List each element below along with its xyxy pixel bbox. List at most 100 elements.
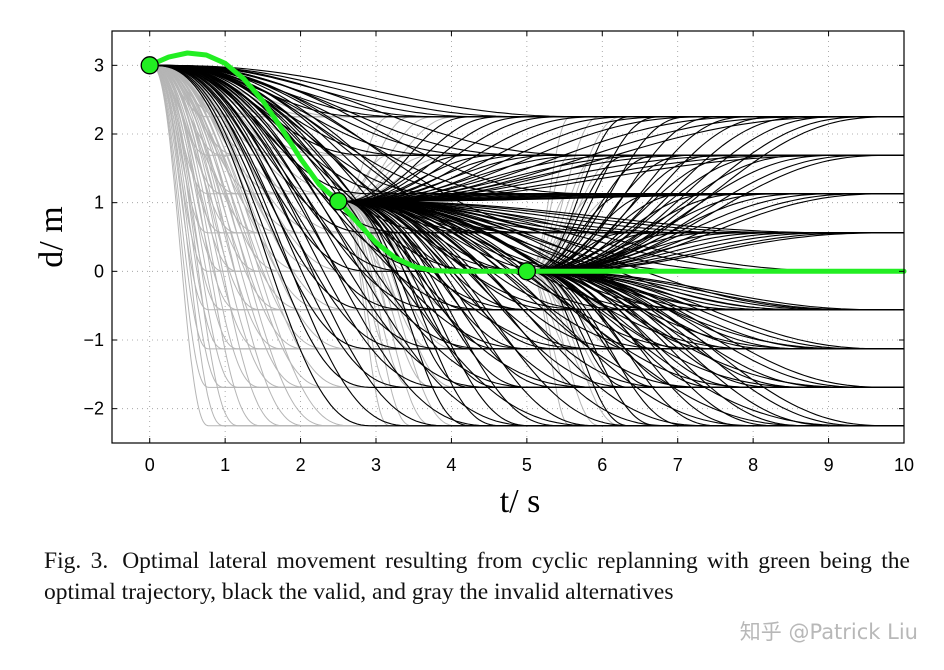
valid-trajectory-line bbox=[526, 270, 904, 427]
valid-trajectory-line bbox=[338, 116, 904, 202]
valid-trajectory-line bbox=[526, 270, 904, 388]
invalid-trajectory-line bbox=[149, 64, 904, 350]
valid-trajectory-line bbox=[338, 200, 904, 388]
invalid-trajectory-line bbox=[149, 64, 904, 350]
x-tick-label: 3 bbox=[371, 455, 381, 475]
valid-trajectory-line bbox=[338, 200, 904, 388]
valid-trajectory-line bbox=[526, 116, 904, 272]
valid-trajectory-line bbox=[526, 116, 904, 272]
invalid-trajectory-line bbox=[338, 200, 904, 427]
x-tick-label: 4 bbox=[446, 455, 456, 475]
valid-trajectory-line bbox=[338, 200, 904, 427]
invalid-trajectory-line bbox=[149, 64, 904, 311]
invalid-trajectory-line bbox=[149, 64, 904, 388]
valid-trajectory-line bbox=[338, 200, 904, 427]
invalid-trajectory-line bbox=[338, 200, 904, 427]
x-tick-label: 10 bbox=[894, 455, 914, 475]
valid-trajectory-line bbox=[526, 270, 904, 427]
valid-trajectory-line bbox=[149, 64, 904, 427]
valid-trajectory-line bbox=[338, 200, 904, 388]
y-axis-label: d/ m bbox=[33, 206, 70, 267]
invalid-trajectory-line bbox=[149, 64, 904, 350]
valid-trajectory-line bbox=[526, 270, 904, 427]
valid-trajectory-line bbox=[338, 116, 904, 202]
replanning-point-marker bbox=[140, 56, 159, 75]
valid-trajectory-line bbox=[338, 116, 904, 202]
y-tick-label: −1 bbox=[83, 330, 104, 350]
caption-text: Optimal lateral movement resulting from … bbox=[44, 548, 910, 605]
valid-trajectory-line bbox=[526, 270, 904, 388]
invalid-trajectory-line bbox=[149, 64, 904, 427]
valid-trajectory-line bbox=[338, 116, 904, 202]
replanning-markers bbox=[140, 56, 537, 281]
x-tick-label: 7 bbox=[673, 455, 683, 475]
replanning-point-marker bbox=[517, 262, 537, 281]
valid-trajectory-line bbox=[526, 270, 904, 427]
x-axis-label: t/ s bbox=[500, 483, 541, 520]
x-tick-label: 8 bbox=[748, 455, 758, 475]
valid-trajectory-line bbox=[149, 64, 904, 350]
valid-trajectory-line bbox=[338, 200, 904, 427]
valid-trajectory-line bbox=[149, 64, 904, 350]
valid-trajectory-line bbox=[149, 64, 904, 234]
invalid-trajectory-line bbox=[526, 270, 904, 388]
valid-trajectory-line bbox=[526, 270, 904, 388]
valid-trajectory-line bbox=[149, 64, 904, 427]
axis-ticks: 0 1 2 3 4 5 6 7 8 9 10 −2 −1 0 1 2 3 bbox=[83, 31, 914, 475]
valid-trajectory-line bbox=[338, 116, 904, 202]
valid-trajectory-line bbox=[526, 116, 904, 272]
valid-trajectory-line bbox=[526, 270, 904, 427]
optimal-trajectory-line bbox=[147, 50, 907, 274]
x-tick-label: 0 bbox=[145, 455, 155, 475]
valid-trajectory-line bbox=[526, 270, 904, 388]
y-tick-label: 2 bbox=[94, 124, 104, 144]
x-tick-label: 1 bbox=[220, 455, 230, 475]
valid-trajectory-line bbox=[338, 200, 904, 427]
invalid-trajectory-line bbox=[526, 270, 904, 427]
valid-trajectory-line bbox=[338, 200, 904, 388]
valid-trajectory-line bbox=[338, 200, 904, 388]
valid-trajectory-line bbox=[338, 116, 904, 202]
valid-trajectory-line bbox=[526, 154, 904, 272]
invalid-trajectory-line bbox=[526, 270, 904, 427]
figure-number: Fig. 3. bbox=[44, 548, 109, 574]
valid-trajectory-line bbox=[526, 116, 904, 272]
valid-trajectory-line bbox=[149, 64, 904, 350]
plot-frame bbox=[111, 30, 905, 444]
valid-trajectory-line bbox=[526, 270, 904, 427]
invalid-trajectory-line bbox=[149, 64, 904, 427]
valid-trajectory-line bbox=[149, 64, 904, 427]
invalid-trajectory-line bbox=[149, 64, 904, 388]
invalid-trajectory-line bbox=[149, 64, 904, 427]
valid-trajectory-line bbox=[338, 200, 904, 427]
y-tick-label: 3 bbox=[94, 55, 104, 75]
valid-trajectory-line bbox=[338, 116, 904, 202]
valid-trajectory-line bbox=[149, 64, 904, 388]
valid-trajectory-line bbox=[526, 116, 904, 272]
valid-trajectory-line bbox=[526, 116, 904, 272]
valid-trajectory-line bbox=[338, 200, 904, 427]
invalid-trajectory-line bbox=[338, 116, 904, 202]
figure-caption: Fig. 3. Optimal lateral movement resultin… bbox=[44, 546, 910, 608]
valid-trajectory-line bbox=[526, 270, 904, 427]
invalid-trajectory-line bbox=[338, 200, 904, 388]
valid-trajectory-line bbox=[526, 116, 904, 272]
valid-trajectory-line bbox=[149, 64, 904, 311]
invalid-trajectory-line bbox=[149, 64, 904, 311]
valid-trajectory-line bbox=[338, 200, 904, 388]
valid-trajectories bbox=[149, 64, 904, 427]
watermark: 知乎 @Patrick Liu bbox=[739, 620, 918, 644]
x-tick-label: 5 bbox=[522, 455, 532, 475]
valid-trajectory-line bbox=[338, 116, 904, 202]
invalid-trajectory-line bbox=[526, 270, 904, 427]
invalid-trajectory-line bbox=[149, 64, 904, 427]
valid-trajectory-line bbox=[338, 200, 904, 388]
valid-trajectory-line bbox=[526, 270, 904, 427]
valid-trajectory-line bbox=[149, 64, 904, 156]
invalid-trajectory-line bbox=[149, 64, 904, 427]
valid-trajectory-line bbox=[526, 154, 904, 272]
x-tick-label: 6 bbox=[597, 455, 607, 475]
invalid-trajectory-line bbox=[149, 64, 904, 350]
valid-trajectory-line bbox=[149, 64, 904, 427]
valid-trajectory-line bbox=[149, 64, 904, 195]
